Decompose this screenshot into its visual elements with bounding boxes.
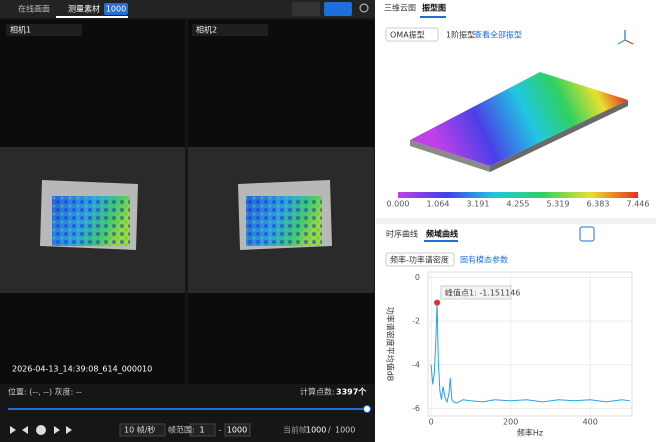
colorbar-label: 7.446 — [627, 200, 650, 209]
colorbar-label: 1.064 — [427, 200, 450, 209]
camera-2-select[interactable] — [192, 24, 268, 36]
line-series — [430, 302, 631, 404]
status: 3397个 — [336, 387, 367, 397]
y-tick-label: 0 — [415, 273, 420, 282]
axis-triad — [617, 30, 634, 45]
input: 1 — [199, 426, 204, 435]
badge: 1000 — [106, 5, 126, 14]
select-text: OMA振型 — [390, 30, 425, 40]
tab: 频域曲线 — [426, 229, 458, 239]
colorbar-label: 4.255 — [507, 200, 530, 209]
tab: 测量素材 — [68, 4, 100, 14]
player-controls[interactable] — [10, 425, 72, 435]
speckle-1-dots — [52, 196, 130, 246]
tab: 在线画面 — [18, 4, 50, 14]
fit-button[interactable] — [579, 226, 595, 242]
x-axis-label: 频率Hz — [517, 428, 543, 438]
search-icon[interactable] — [359, 3, 369, 13]
tab: 振型图 — [422, 3, 446, 13]
speckle-2-dots — [246, 196, 322, 246]
colorbar-label: 0.000 — [387, 200, 410, 209]
tab-underline — [424, 240, 458, 242]
status: 位置: (--, --) 灰度: -- — [8, 387, 82, 397]
camera-1-select[interactable] — [6, 24, 82, 36]
plate-side — [410, 140, 490, 172]
fps-select[interactable] — [119, 423, 166, 437]
timestamp: 2026-04-13_14:39:08_614_000010 — [12, 365, 152, 374]
tab-underline — [420, 16, 446, 18]
tab: 时序曲线 — [386, 229, 418, 239]
y-tick-label: -2 — [412, 317, 420, 326]
camera-label: 相机1 — [10, 25, 31, 35]
x-tick-label: 400 — [583, 418, 598, 427]
range-end-input[interactable] — [224, 423, 251, 437]
colorbar — [398, 192, 638, 198]
tooltip — [440, 285, 512, 300]
y-axis-label: 功率谱密度平均值dB — [386, 307, 396, 382]
link[interactable]: 查看全部振型 — [474, 30, 522, 40]
select-text: 频率-功率谱密度 — [390, 255, 449, 265]
plot-frame — [427, 271, 633, 417]
label: 当前帧 — [283, 425, 307, 435]
curve-select[interactable] — [385, 252, 455, 267]
label: 1000 — [306, 426, 326, 435]
y-tick-label: -6 — [412, 404, 420, 413]
colorbar-label: 5.319 — [547, 200, 570, 209]
camera-label: 相机2 — [196, 25, 217, 35]
colorbar-label: 6.383 — [587, 200, 610, 209]
label: 1阶振型 — [446, 30, 475, 40]
tab-underline — [56, 16, 128, 18]
link[interactable]: 固有模态参数 — [460, 255, 508, 265]
top-bar — [0, 0, 375, 18]
mode-shape-plate — [410, 72, 628, 166]
x-tick-label: 200 — [503, 418, 518, 427]
colorbar-label: 3.191 — [467, 200, 490, 209]
range-start-input[interactable] — [189, 423, 216, 437]
fps: 10 帧/秒 — [124, 425, 155, 435]
status: 计算点数: — [300, 387, 335, 397]
plate-side — [490, 100, 628, 172]
timeline-handle[interactable] — [363, 405, 371, 413]
y-tick-label: -4 — [412, 360, 420, 369]
mode-select[interactable] — [385, 27, 439, 42]
tooltip-text: 峰值点1: -1.151146 — [445, 288, 520, 298]
tab: 三维云图 — [384, 3, 416, 13]
badge-bg — [104, 3, 128, 15]
divider — [376, 218, 656, 224]
label: 1000 — [335, 426, 355, 435]
label: / — [328, 426, 331, 435]
label: - — [219, 426, 222, 435]
export-button[interactable] — [324, 2, 352, 16]
x-tick-label: 0 — [429, 418, 434, 427]
label: 帧范围: — [168, 425, 195, 435]
peak-marker — [434, 299, 441, 306]
input: 1000 — [227, 426, 247, 435]
view-button[interactable] — [292, 2, 320, 16]
